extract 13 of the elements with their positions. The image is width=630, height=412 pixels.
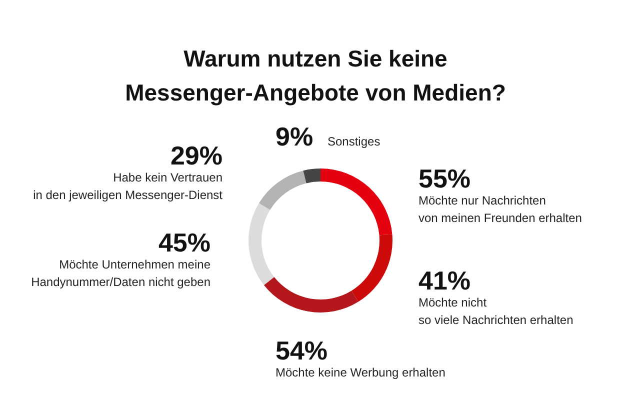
slice-label: Habe kein Vertrauen in den jeweiligen Messenger-Dienst bbox=[33, 170, 224, 202]
data-label: 29% bbox=[170, 140, 223, 170]
chart-title: Warum nutzen Sie keine Messenger-Angebote von Medien? bbox=[125, 46, 506, 106]
data-label: 54% bbox=[276, 336, 328, 366]
slice-label: Sonstiges bbox=[328, 134, 380, 148]
slice-label: Möchte nicht so viele Nachrichten erhalten bbox=[418, 296, 574, 327]
slice-label: Möchte Unternehmen meine Handynummer/Daten nicht geben bbox=[31, 258, 211, 289]
data-label: 9% bbox=[276, 122, 314, 152]
slice-label: Möchte keine Werbung erhalten bbox=[276, 366, 446, 380]
data-label: 55% bbox=[418, 164, 471, 194]
slice-label: Möchte nur Nachrichten von meinen Freunden erhalten bbox=[418, 194, 582, 225]
data-label: 41% bbox=[418, 266, 471, 296]
data-label: 45% bbox=[158, 228, 211, 258]
